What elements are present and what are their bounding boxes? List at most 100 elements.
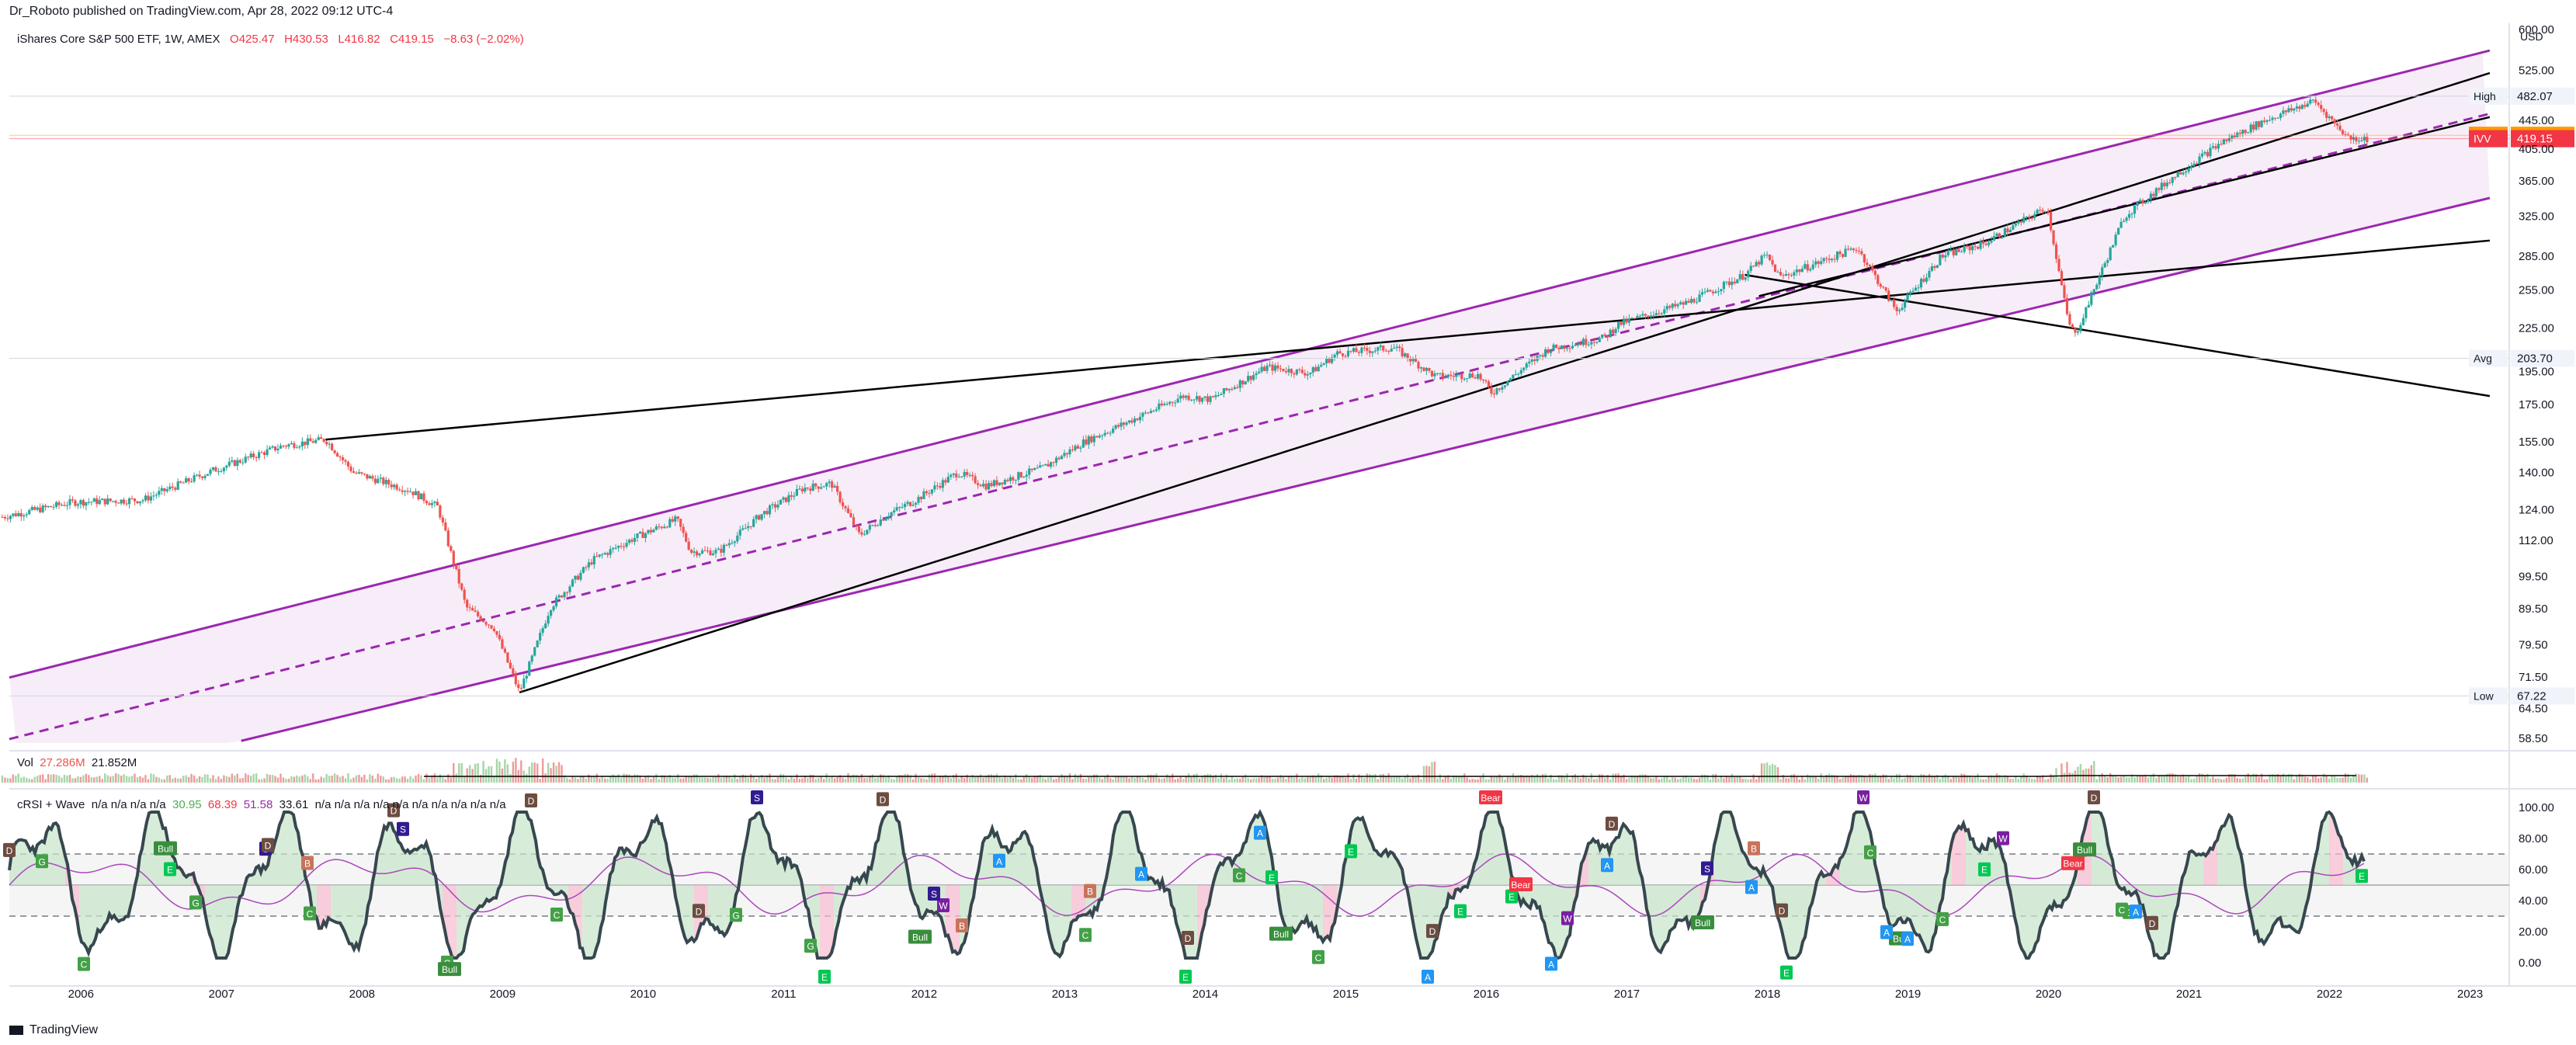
volume-bar [1833,775,1836,783]
volume-bar [168,775,171,783]
volume-bar [566,778,568,783]
volume-bar [1068,773,1071,783]
volume-bar [1328,776,1331,783]
volume-bar [1196,773,1198,783]
volume-bar [1249,779,1252,783]
crsi-cloud [1323,885,1337,942]
footer-brand[interactable]: TradingView [9,1023,98,1037]
candle-body [1614,328,1617,334]
volume-bar [1749,779,1752,783]
volume-bar [982,777,984,783]
volume-bar [1939,778,1942,783]
volume-bar [1061,773,1063,783]
volume-bar [447,774,450,783]
crsi-cloud [2064,863,2078,901]
volume-bar [1812,776,1814,783]
candle-body [1360,347,1363,353]
candle-body [509,662,512,668]
candle-body [222,467,225,471]
candle-body [552,606,555,611]
volume-bar [425,773,428,783]
volume-bar [1255,778,1258,783]
candle-body [1641,314,1644,316]
candle-body [2268,120,2272,121]
volume-bar [125,776,128,783]
volume-value-2: 21.852M [91,756,137,769]
price-axis[interactable]: 600.00525.00445.00405.00365.00325.00285.… [2519,23,2554,745]
volume-bar [382,776,384,783]
volume-bar [26,777,28,783]
volume-bar [177,778,179,783]
candle-body [1179,395,1182,399]
candle-body [952,473,955,475]
volume-bar [234,775,236,783]
volume-bar [2201,773,2203,783]
crsi-cloud [1421,885,1435,958]
candle-body [914,502,918,505]
candle-body [125,503,128,505]
volume-bar [185,775,187,783]
candle-body [654,526,658,530]
candle-body [2087,304,2090,307]
candle-body [873,525,877,526]
volume-bar [428,777,431,783]
candle-body [1868,265,1871,266]
candle-body [598,554,601,557]
candle-body [1490,387,1493,394]
candle-body [981,484,985,487]
volume-bar [198,776,201,783]
crsi-marker-label: W [1998,834,2008,845]
candle-body [2079,325,2082,332]
volume-bar [1285,779,1287,783]
crsi-marker-label: D [1609,819,1616,830]
volume-bar [955,773,957,783]
crsi-marker-e [1978,862,1991,877]
volume-bar [2176,776,2179,783]
volume-bar [344,778,347,783]
volume-bar [1944,774,1947,783]
volume-bar [68,775,71,783]
crsi-marker-b [1748,841,1760,856]
candle-body [1831,259,1834,261]
candle-body [1,516,4,518]
candle-body [1971,246,1974,251]
candle-body [225,465,228,468]
volume-bar [274,776,276,783]
candle-body [349,466,352,472]
candle-body [720,548,723,553]
volume-bar [672,777,674,783]
time-axis[interactable]: 2006 2007 2008 2009 2010 2011 2012 2013 2014 2015… [68,988,2484,1001]
candle-body [309,438,312,442]
volume-bar [57,776,61,783]
volume-bar [220,779,223,783]
volume-bar [1712,773,1714,783]
volume-bar [1968,775,1971,783]
volume-bar [714,776,717,783]
volume-bar [1663,776,1665,783]
candle-body [2195,163,2199,165]
crsi-cloud [401,843,415,885]
candle-body [209,469,212,474]
trendline [1758,116,2491,297]
candle-body [417,491,420,500]
crsi-marker-d [387,803,400,818]
crsi-cloud [1714,812,1728,885]
candle-body [1217,394,1220,396]
candle-body [2346,134,2350,136]
crsi-marker-a [1601,858,1613,873]
volume-bar [196,778,198,783]
volume-bar [741,774,744,783]
candle-body [1436,373,1439,374]
volume-bar [1177,778,1179,783]
candle-body [568,586,571,592]
candle-body [344,460,347,462]
candle-body [963,471,966,477]
volume-bar [1239,779,1241,783]
volume-bar [842,777,844,783]
candle-body [1790,275,1793,276]
volume-bar [33,776,36,783]
candle-body [266,449,269,456]
volume-bar [1623,774,1625,783]
